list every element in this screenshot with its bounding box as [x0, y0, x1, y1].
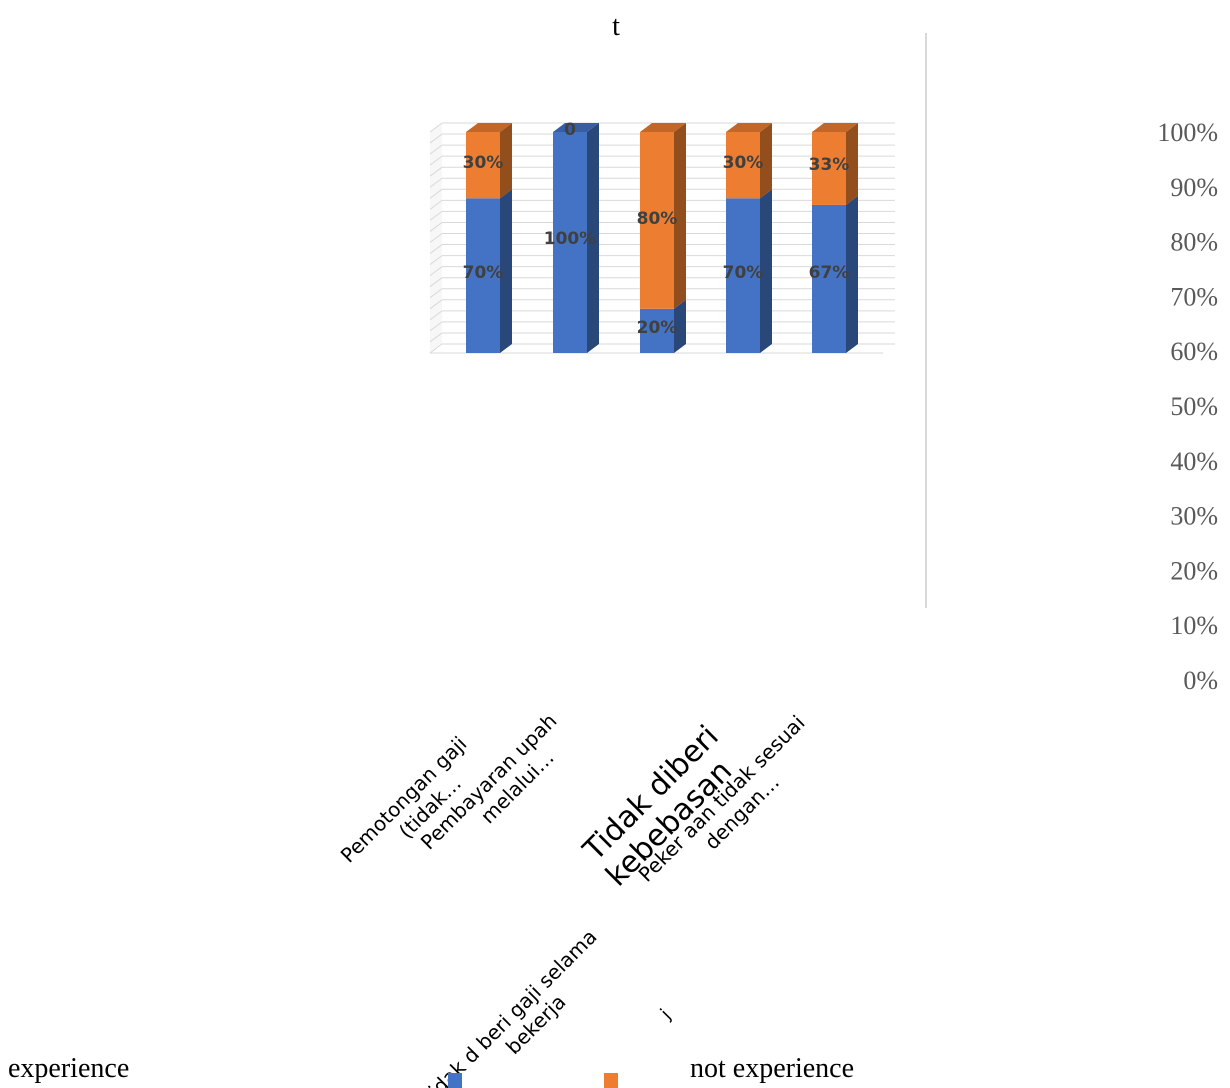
bar-side [760, 189, 772, 353]
bar-side [674, 299, 686, 353]
y-tick-label: 80% [1170, 228, 1218, 257]
gridline-side [429, 332, 443, 343]
bar-experience [553, 132, 587, 353]
y-tick-label: 10% [1170, 611, 1218, 640]
data-labels: 70% 30% 100% 0 20% 80% 70% 30% 67% 33% [463, 120, 850, 338]
data-label: 100% [544, 229, 597, 249]
y-tick-label: 70% [1170, 282, 1218, 311]
bar-not-experience [640, 132, 674, 309]
bars-group [466, 123, 858, 353]
bar-experience [812, 204, 846, 353]
y-tick-label: 20% [1170, 556, 1218, 585]
bar-top [812, 123, 858, 132]
bar-top [640, 123, 686, 132]
data-label: 20% [637, 318, 678, 338]
data-label: 80% [637, 209, 678, 229]
data-label: 70% [723, 263, 764, 283]
bar-not-experience [466, 132, 500, 199]
gridline-side [429, 155, 443, 166]
gridline-side [429, 144, 443, 155]
bar-top [466, 123, 512, 132]
bar-not-experience [812, 132, 846, 205]
bar-side [846, 123, 858, 205]
data-label: 30% [723, 153, 764, 173]
bar-top [726, 123, 772, 132]
bar-side [846, 195, 858, 353]
gridline-side [429, 122, 443, 133]
data-label: 67% [809, 263, 850, 283]
x-axis-ticks: Pemotongan gaji(tidak…Pembayaran upahmel… [336, 709, 810, 1088]
bar-experience [640, 308, 674, 353]
legend-label-experience: experience [8, 1053, 129, 1084]
y-axis-ticks: 0% 10% 20% 30% 40% 50% 60% 70% 80% 90% 100% [1157, 118, 1218, 695]
gridline-side [429, 310, 443, 321]
gridline-side [429, 299, 443, 310]
gridline-side [429, 166, 443, 177]
y-tick-label: 30% [1170, 502, 1218, 531]
gridline-side [429, 255, 443, 266]
y-tick-label: 90% [1170, 173, 1218, 202]
bar-experience [466, 198, 500, 353]
legend-swatch-experience [448, 1073, 462, 1088]
y-tick-label: 50% [1170, 392, 1218, 421]
bar-experience [726, 198, 760, 353]
data-label: 0 [564, 120, 576, 140]
y-tick-label: 60% [1170, 337, 1218, 366]
legend-label-not-experience: not experience [690, 1053, 854, 1084]
data-label: 30% [463, 153, 504, 173]
gridline-side [429, 244, 443, 254]
bar-side [587, 123, 599, 353]
y-tick-label: 40% [1170, 447, 1218, 476]
gridline-side [429, 222, 443, 232]
y-tick-label: 100% [1157, 118, 1218, 147]
gridline-side [429, 343, 443, 354]
data-label: 70% [463, 263, 504, 283]
legend: experience not experience [8, 1053, 854, 1088]
gridline-side [429, 321, 443, 332]
gridline-side [429, 266, 443, 277]
bar-not-experience [726, 132, 760, 199]
bar-side [674, 123, 686, 309]
chart-title: t [612, 11, 620, 42]
legend-swatch-not-experience [604, 1073, 618, 1088]
gridline-side [429, 188, 443, 199]
bar-side [500, 189, 512, 353]
stray-label: j [656, 1005, 675, 1024]
gridline-side [429, 177, 443, 188]
gridline-side [429, 210, 443, 221]
bar-top [553, 123, 599, 132]
gridline-side [429, 233, 443, 243]
gridline-side [429, 288, 443, 299]
gridline-side [429, 133, 443, 144]
gridline-side [429, 199, 443, 210]
x-tick-line: Tidak d beri gaji selama [415, 925, 602, 1088]
bar-side [500, 123, 512, 199]
bar-side [760, 123, 772, 199]
data-label: 33% [809, 155, 850, 175]
gridline-side [429, 277, 443, 288]
y-tick-label: 0% [1183, 666, 1218, 695]
